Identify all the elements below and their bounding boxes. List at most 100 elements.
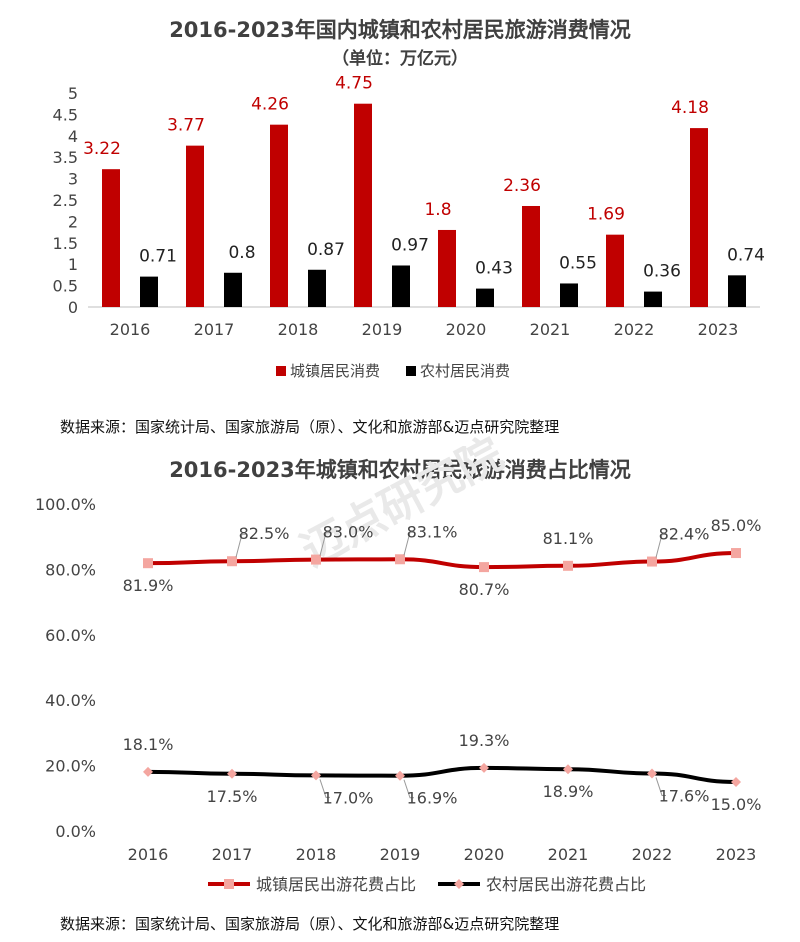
bar-y-tick: 1.5 [53, 234, 78, 253]
bar-urban [606, 234, 624, 307]
bar-chart: 0 0.5 1 1.5 2 2.5 3 3.5 4 4.5 5 2016 3.22 0.71 2017 3.7… [53, 74, 765, 380]
line-x-tick: 2019 [380, 845, 421, 864]
chart1-source: 数据来源：国家统计局、国家旅游局（原）、文化和旅游部&迈点研究院整理 [60, 418, 560, 436]
chart2-title: 2016-2023年城镇和农村居民旅游消费占比情况 [169, 458, 631, 482]
bar-rural-label: 0.74 [727, 245, 765, 265]
bar-rural [308, 269, 326, 307]
line-urban-label: 81.9% [123, 576, 174, 595]
line-rural-point [395, 770, 405, 781]
bar-urban-label: 4.26 [251, 95, 289, 115]
line-rural-point [563, 764, 573, 775]
line-rural-label: 17.6% [659, 786, 710, 805]
bar-urban [522, 205, 540, 307]
bar-y-tick: 0 [68, 298, 78, 317]
line-label-leader [319, 532, 330, 556]
bar-y-tick: 0.5 [53, 277, 78, 296]
line-y-tick: 60.0% [45, 626, 96, 645]
bar-x-tick: 2022 [614, 320, 655, 339]
bar-y-tick: 4.5 [53, 105, 78, 124]
line-label-leader [655, 534, 666, 558]
chart2-source: 数据来源：国家统计局、国家旅游局（原）、文化和旅游部&迈点研究院整理 [60, 915, 560, 933]
bar-urban-label: 1.69 [587, 205, 625, 225]
line-urban-label: 81.1% [543, 529, 594, 548]
line-urban-label: 85.0% [711, 516, 762, 535]
line-rural-point [731, 776, 741, 787]
line-rural-label: 15.0% [711, 795, 762, 814]
line-x-tick: 2022 [632, 845, 673, 864]
line-label-leader [403, 779, 414, 799]
line-x-tick: 2018 [296, 845, 337, 864]
line-chart: 0.0% 20.0% 40.0% 60.0% 80.0% 100.0% 2016 2017 20… [35, 495, 761, 894]
bar-y-tick: 4 [68, 127, 78, 146]
line-urban-point [479, 562, 489, 573]
line-y-tick: 100.0% [35, 495, 96, 514]
bar-urban-label: 3.77 [167, 116, 205, 136]
line-urban-point [647, 556, 657, 567]
bar-rural [224, 272, 242, 307]
line-rural-point [479, 762, 489, 773]
bar-y-tick: 5 [68, 84, 78, 103]
line-label-leader [319, 779, 330, 798]
bar-rural-label: 0.55 [559, 253, 597, 273]
line-urban-label: 82.5% [239, 524, 290, 543]
line-legend-label: 农村居民出游花费占比 [486, 875, 646, 894]
bar-rural [644, 291, 662, 307]
bar-y-tick: 3 [68, 170, 78, 189]
line-urban-point [731, 548, 741, 559]
bar-legend-swatch [406, 366, 416, 376]
bar-rural-label: 0.87 [307, 240, 345, 260]
line-legend-label: 城镇居民出游花费占比 [256, 875, 416, 894]
line-rural-label: 18.1% [123, 735, 174, 754]
bar-x-tick: 2016 [110, 320, 151, 339]
line-urban-point [563, 560, 573, 571]
bar-rural [728, 275, 746, 307]
line-label-leader [403, 531, 414, 556]
bar-urban-label: 3.22 [83, 139, 121, 159]
line-x-tick: 2016 [128, 845, 169, 864]
bar-x-tick: 2018 [278, 320, 319, 339]
line-y-tick: 0.0% [55, 822, 96, 841]
line-rural-label: 17.0% [323, 788, 374, 807]
line-x-tick: 2017 [212, 845, 253, 864]
line-rural-point [143, 766, 153, 777]
line-rural-point [647, 768, 657, 779]
bar-x-tick: 2021 [530, 320, 571, 339]
line-x-tick: 2023 [716, 845, 757, 864]
bar-rural-label: 0.36 [643, 262, 681, 282]
bar-urban-label: 2.36 [503, 176, 541, 196]
bar-urban-label: 1.8 [424, 200, 451, 220]
line-urban-label: 83.1% [407, 522, 458, 541]
chart1-subtitle: （单位：万亿元） [332, 49, 468, 69]
line-urban-point [227, 556, 237, 567]
bar-rural [140, 276, 158, 307]
bar-rural-label: 0.8 [228, 243, 255, 263]
line-rural-label: 16.9% [407, 789, 458, 808]
chart1-title: 2016-2023年国内城镇和农村居民旅游消费情况 [169, 18, 631, 42]
bar-legend-swatch [276, 366, 286, 376]
line-rural-point [227, 768, 237, 779]
line-label-leader [235, 533, 246, 558]
line-label-leader [655, 777, 666, 796]
line-urban-label: 80.7% [459, 580, 510, 599]
line-legend-marker [454, 879, 464, 889]
bar-y-tick: 3.5 [53, 148, 78, 167]
line-legend-marker [224, 879, 234, 889]
bar-rural-label: 0.43 [475, 259, 513, 279]
line-rural-label: 19.3% [459, 731, 510, 750]
bar-legend-label: 城镇居民消费 [290, 362, 380, 380]
bar-rural [476, 288, 494, 307]
line-x-tick: 2021 [548, 845, 589, 864]
bar-urban [438, 229, 456, 307]
line-rural-point [311, 770, 321, 781]
bar-urban [102, 169, 120, 307]
bar-legend-label: 农村居民消费 [420, 362, 510, 380]
line-urban-point [143, 558, 153, 569]
bar-x-tick: 2020 [446, 320, 487, 339]
bar-urban [354, 103, 372, 307]
line-x-tick: 2020 [464, 845, 505, 864]
bar-y-tick: 2.5 [53, 191, 78, 210]
line-y-tick: 80.0% [45, 560, 96, 579]
line-y-tick: 40.0% [45, 691, 96, 710]
bar-rural [560, 283, 578, 307]
